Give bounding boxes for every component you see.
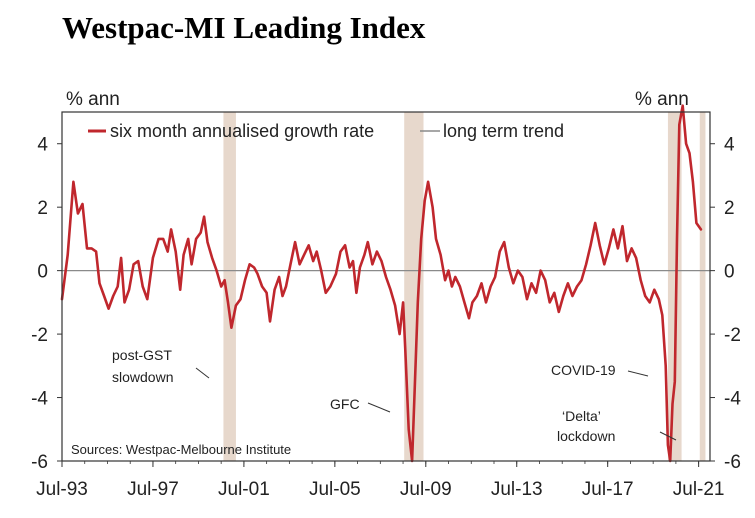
series-group — [60, 104, 703, 463]
legend-label-growth: six month annualised growth rate — [110, 121, 374, 141]
y-tick-label-left-1: 2 — [37, 198, 48, 219]
annotation-delta-pointer — [659, 431, 677, 441]
shaded-period-3 — [699, 112, 706, 461]
right-axis-unit: % ann — [635, 89, 689, 110]
y-tick-label-left-3: -2 — [31, 325, 48, 346]
y-tick-label-right-4: -4 — [724, 389, 741, 410]
y-tick-label-right-2: 0 — [724, 262, 735, 283]
x-tick-label-7: Jul-21 — [673, 479, 725, 500]
axis-ticks: 4 4 2 2 0 0 -2 -2 -4 -4 -6 -6 Jul-93 Jul-97 Jul-01 Jul-… — [31, 135, 741, 500]
y-tick-label-left-5: -6 — [31, 452, 48, 473]
shaded-period-1 — [404, 112, 424, 461]
y-tick-label-right-3: -2 — [724, 325, 741, 346]
annotation-gfc-pointer — [367, 402, 391, 413]
shaded-periods — [223, 112, 706, 461]
y-tick-label-left-2: 0 — [37, 262, 48, 283]
x-tick-label-4: Jul-09 — [400, 479, 452, 500]
x-tick-label-5: Jul-13 — [491, 479, 543, 500]
y-tick-label-left-0: 4 — [37, 135, 48, 156]
x-tick-label-0: Jul-93 — [36, 479, 88, 500]
x-tick-label-1: Jul-97 — [127, 479, 179, 500]
legend-label-trend: long term trend — [443, 121, 564, 141]
annotation-lockdown: lockdown — [557, 428, 615, 444]
annotation-gst-pointer — [195, 367, 210, 379]
source-note: Sources: Westpac-Melbourne Institute — [71, 442, 291, 457]
annotation-covid: COVID-19 — [551, 362, 616, 378]
series-line-0 — [60, 104, 703, 463]
chart-title: Westpac-MI Leading Index — [62, 10, 426, 45]
x-tick-label-3: Jul-05 — [309, 479, 361, 500]
annotations: post-GST slowdown GFC COVID-19 ‘Delta’ l… — [112, 347, 677, 444]
plot-frame — [61, 111, 711, 462]
y-tick-label-right-5: -6 — [724, 452, 741, 473]
legend: six month annualised growth rate long te… — [88, 121, 564, 141]
annotation-delta: ‘Delta’ — [562, 408, 601, 424]
annotation-post-gst: post-GST — [112, 347, 172, 363]
x-tick-label-2: Jul-01 — [218, 479, 270, 500]
y-tick-label-right-0: 4 — [724, 135, 735, 156]
y-tick-label-right-1: 2 — [724, 198, 735, 219]
annotation-gfc: GFC — [330, 396, 360, 412]
annotation-covid-pointer — [627, 370, 649, 377]
y-tick-label-left-4: -4 — [31, 389, 48, 410]
annotation-slowdown: slowdown — [112, 369, 173, 385]
left-axis-unit: % ann — [66, 89, 120, 110]
shaded-period-0 — [223, 112, 236, 461]
x-tick-label-6: Jul-17 — [582, 479, 634, 500]
